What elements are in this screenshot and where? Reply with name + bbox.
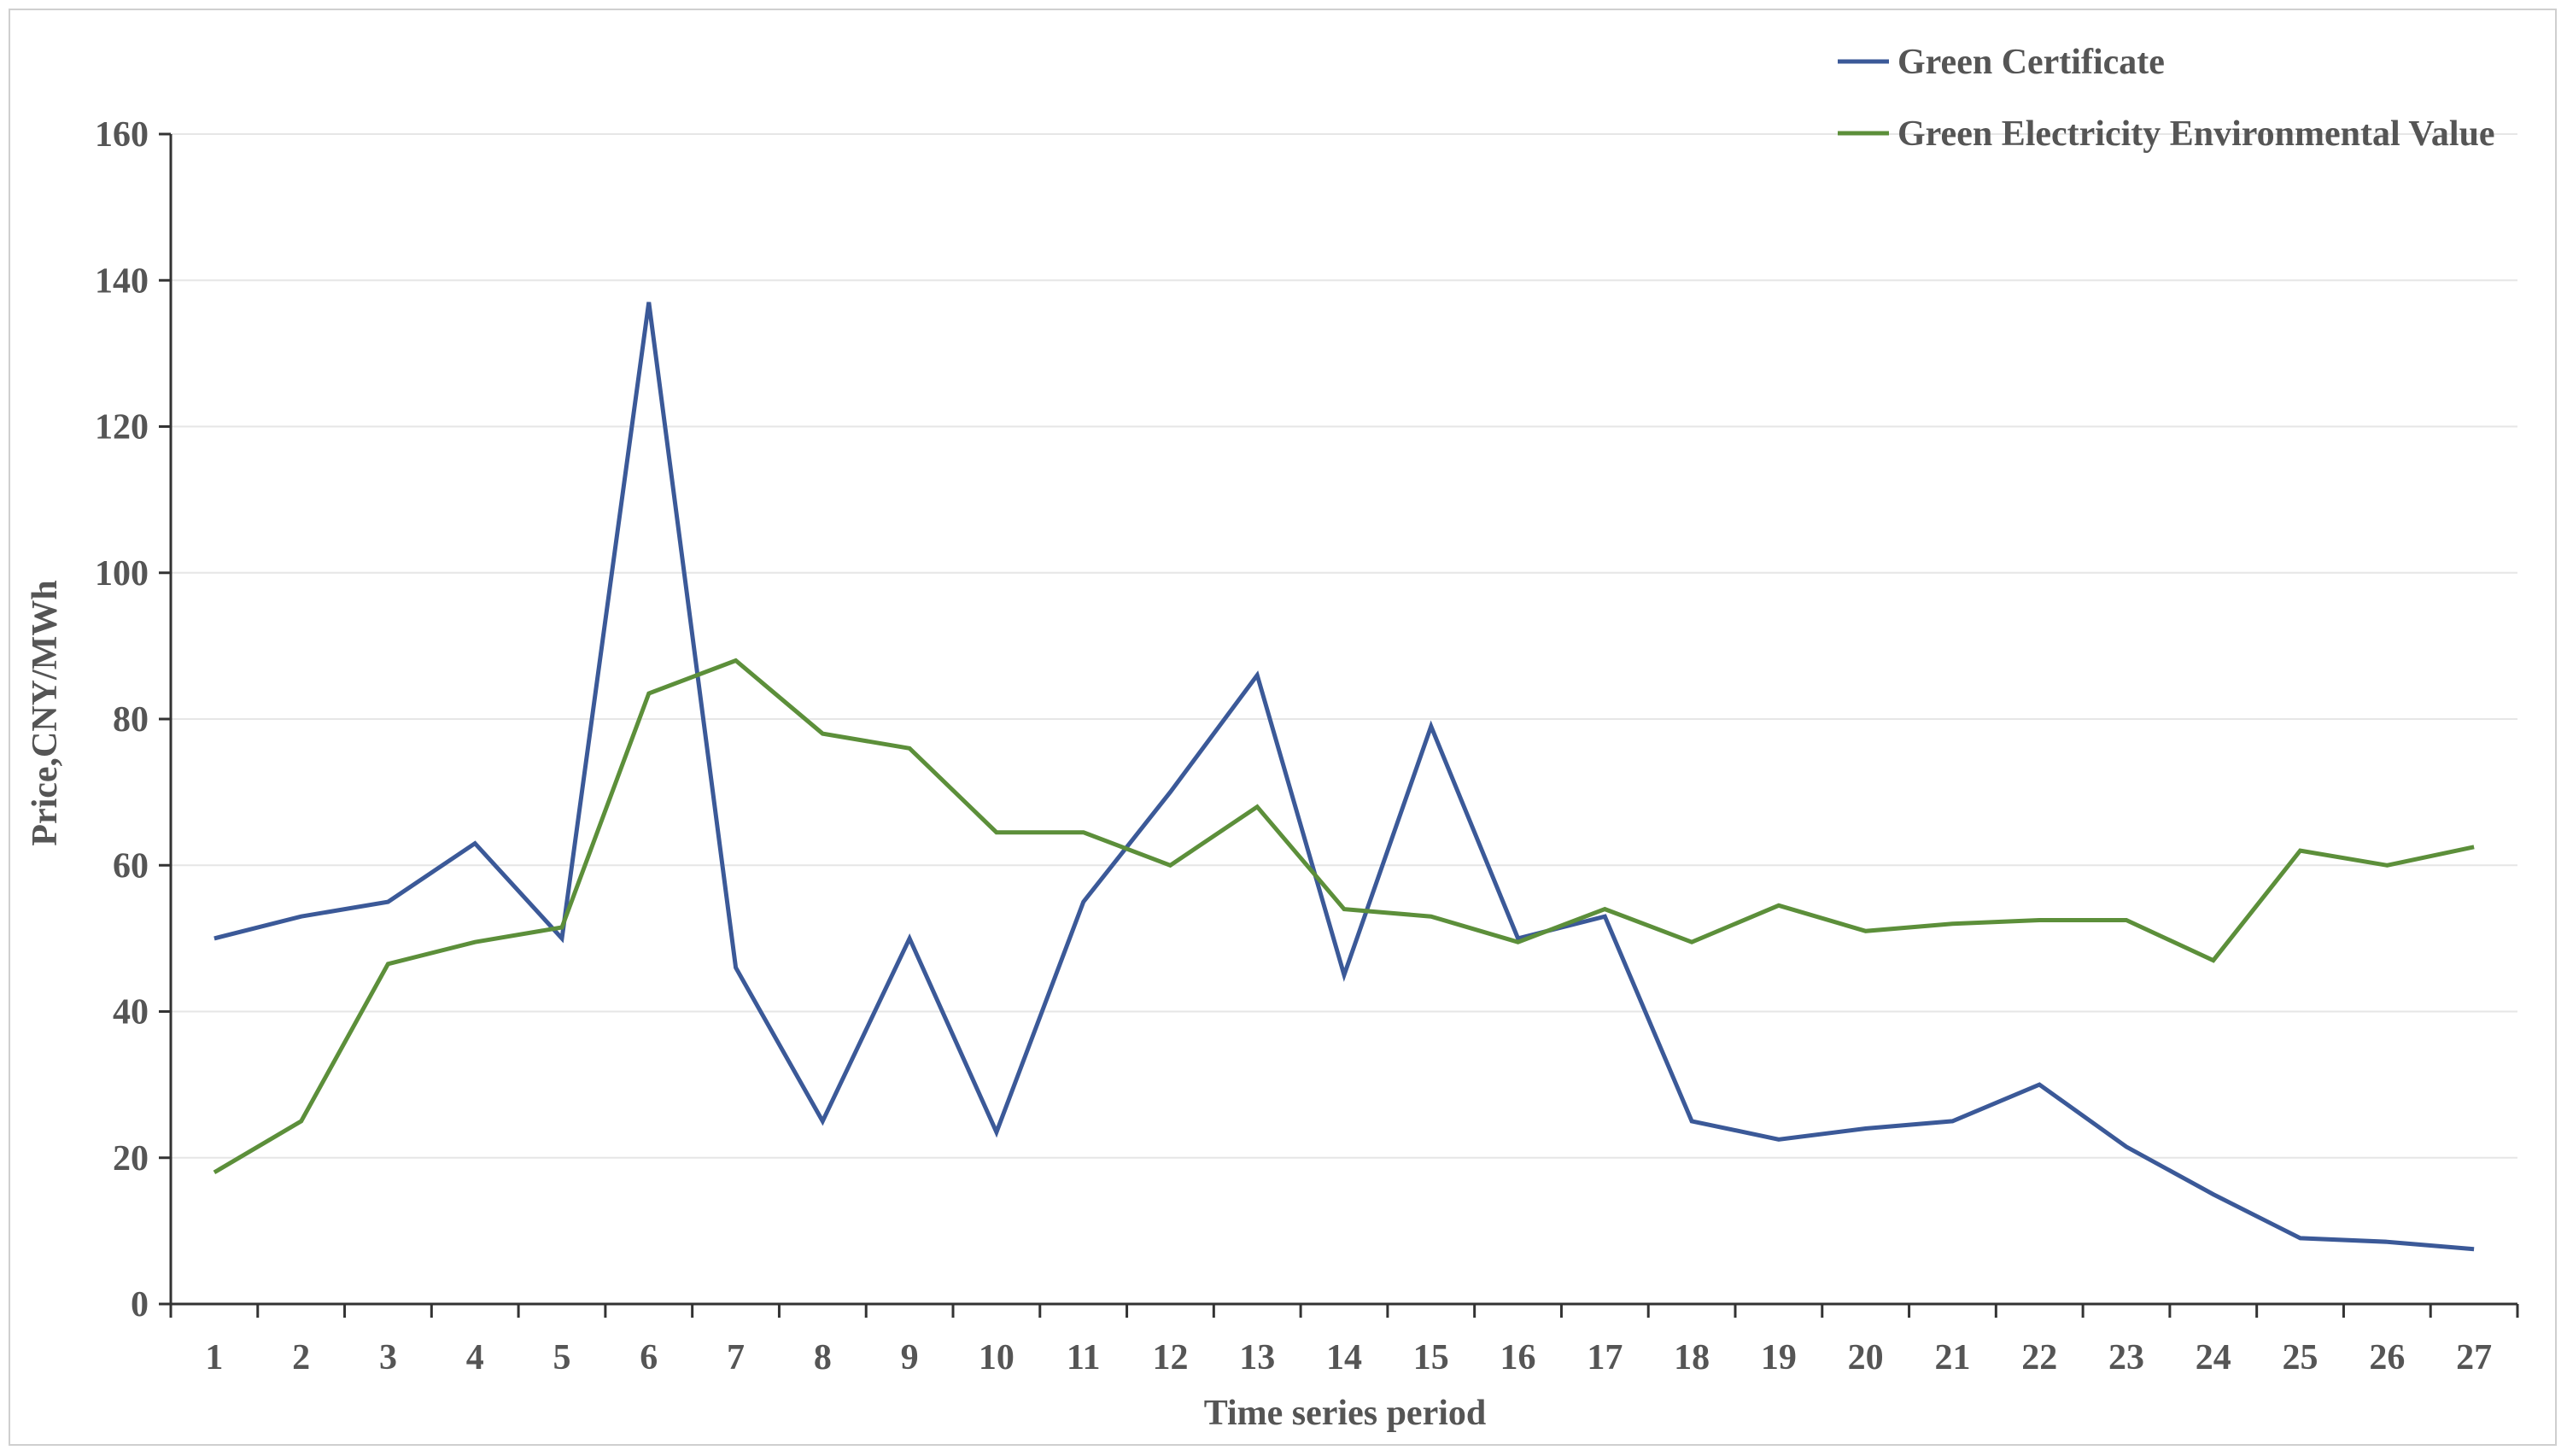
x-tick-label-4: 4 [466,1338,484,1377]
legend-label-green-electricity-environmental-value: Green Electricity Environmental Value [1897,114,2495,154]
y-tick-label-160: 160 [95,115,149,155]
series-line-green-certificate [213,301,2475,1252]
grid-lines [171,133,2517,1159]
y-tick-label-60: 60 [113,846,149,886]
y-axis-title: Price,CNY/MWh [26,580,65,845]
x-tick-label-8: 8 [814,1338,832,1377]
x-tick-label-12: 12 [1152,1338,1188,1377]
x-tick-label-13: 13 [1239,1338,1275,1377]
x-tick-label-14: 14 [1326,1338,1362,1377]
y-tick-label-120: 120 [95,408,149,447]
x-tick-label-18: 18 [1674,1338,1710,1377]
x-tick-label-21: 21 [1934,1338,1970,1377]
y-tick-label-140: 140 [95,261,149,301]
x-tick-label-10: 10 [979,1338,1015,1377]
x-tick-label-7: 7 [727,1338,745,1377]
y-tick-label-80: 80 [113,700,149,740]
chart-frame [9,9,2557,1446]
axes [159,132,2519,1318]
x-tick-label-11: 11 [1067,1338,1101,1377]
x-tick-label-1: 1 [205,1338,223,1377]
x-axis-title: Time series period [1204,1394,1487,1433]
y-tick-label-20: 20 [113,1139,149,1178]
x-tick-label-9: 9 [901,1338,919,1377]
x-tick-label-23: 23 [2108,1338,2144,1377]
x-tick-label-16: 16 [1500,1338,1536,1377]
x-tick-label-22: 22 [2021,1338,2057,1377]
x-tick-label-24: 24 [2196,1338,2231,1377]
series-lines [213,301,2475,1252]
x-tick-label-3: 3 [379,1338,397,1377]
y-tick-label-40: 40 [113,993,149,1032]
y-tick-label-0: 0 [131,1285,149,1324]
x-tick-label-19: 19 [1761,1338,1797,1377]
x-tick-label-27: 27 [2456,1338,2492,1377]
series-line-green-electricity-environmental-value [213,658,2475,1175]
x-tick-label-6: 6 [640,1338,658,1377]
x-tick-label-5: 5 [553,1338,571,1377]
legend-label-green-certificate: Green Certificate [1897,43,2165,82]
x-tick-label-15: 15 [1413,1338,1449,1377]
y-tick-label-100: 100 [95,554,149,594]
x-tick-label-20: 20 [1848,1338,1884,1377]
x-tick-label-25: 25 [2283,1338,2318,1377]
x-tick-label-2: 2 [292,1338,310,1377]
x-tick-label-17: 17 [1587,1338,1623,1377]
x-tick-label-26: 26 [2369,1338,2405,1377]
legend: Green Certificate Green Electricity Envi… [1838,43,2495,154]
